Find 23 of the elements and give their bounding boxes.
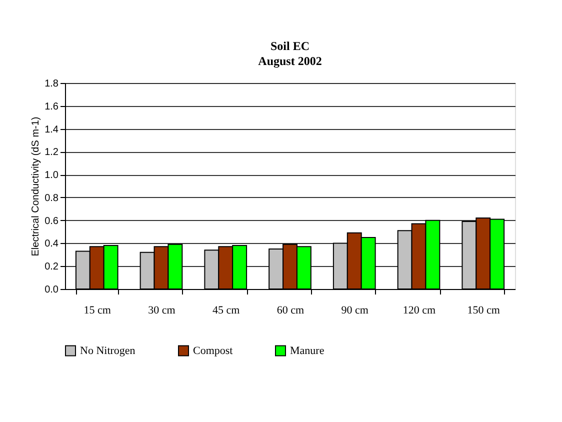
x-tick-label: 45 cm	[212, 304, 240, 316]
legend-label: Compost	[193, 344, 233, 357]
y-tick-label: 1.8	[44, 78, 59, 90]
x-tick-label: 90 cm	[341, 304, 369, 316]
chart-subtitle: August 2002	[258, 54, 322, 68]
legend-label: Manure	[290, 344, 324, 357]
y-tick-label: 0.8	[44, 192, 59, 204]
y-tick-label: 0.6	[44, 216, 59, 227]
y-tick-label: 1.6	[44, 101, 59, 112]
legend-label: No Nitrogen	[80, 344, 136, 357]
y-tick-label: 0.2	[44, 262, 59, 273]
x-tick-label: 150 cm	[467, 304, 500, 316]
y-tick-label: 0.0	[44, 284, 59, 296]
x-tick-label: 30 cm	[148, 304, 176, 316]
x-tick-label: 60 cm	[276, 304, 305, 316]
chart-title: Soil EC	[270, 39, 310, 53]
y-tick-label: 1.4	[44, 124, 59, 136]
x-tick-label: 15 cm	[84, 304, 112, 316]
x-tick-label: 120 cm	[402, 304, 436, 316]
y-tick-label: 1.2	[44, 147, 59, 158]
y-tick-label: 0.4	[44, 238, 59, 250]
y-tick-label: 1.0	[44, 170, 59, 182]
y-axis-title: Electrical Conductivity (dS m-1)	[30, 116, 42, 256]
